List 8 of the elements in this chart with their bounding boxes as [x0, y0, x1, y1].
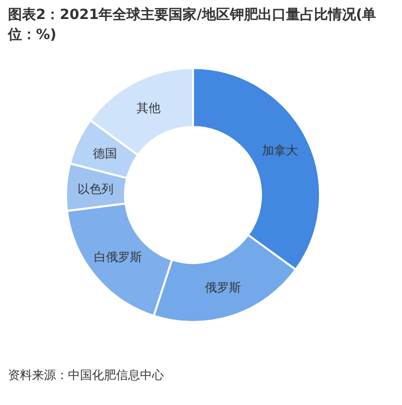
slice-label: 德国: [92, 146, 117, 160]
slice-label: 白俄罗斯: [94, 250, 142, 264]
text: 资料来源：中国化肥信息中心: [8, 368, 164, 382]
slice-label: 其他: [136, 101, 161, 116]
slice-label: 加拿大: [262, 144, 298, 158]
slice-label: 俄罗斯: [205, 280, 242, 295]
chart-title: 图表2：2021年全球主要国家/地区钾肥出口量占比情况(单位：%): [7, 6, 376, 43]
slice-label: 以色列: [78, 182, 114, 196]
